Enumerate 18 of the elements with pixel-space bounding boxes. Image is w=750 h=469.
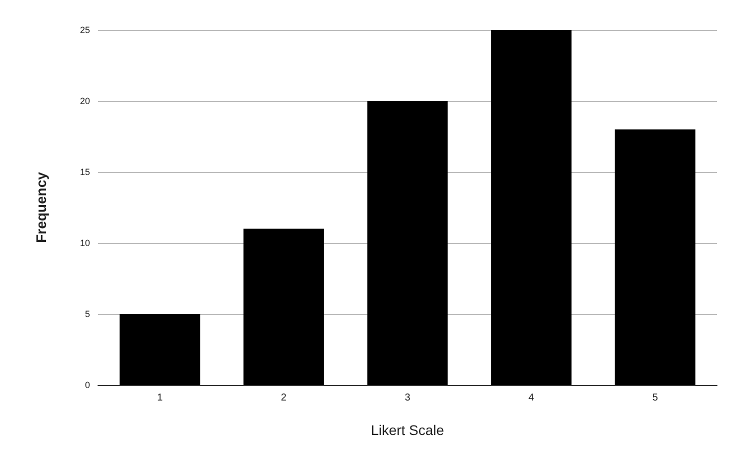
x-tick-label: 3 [404, 392, 411, 404]
y-tick-label: 15 [80, 167, 90, 177]
y-tick-label: 10 [80, 238, 90, 248]
x-tick-label: 4 [528, 392, 535, 404]
y-tick-label: 5 [84, 309, 90, 319]
bar [243, 228, 324, 385]
x-tick-label: 5 [652, 392, 658, 404]
bar [491, 30, 572, 385]
y-tick-label: 25 [80, 25, 90, 35]
x-tick-label: 1 [157, 392, 164, 404]
y-tick-label: 0 [84, 380, 90, 390]
x-axis-title: Likert Scale [370, 422, 444, 438]
bar [614, 129, 696, 385]
x-tick-label: 2 [280, 392, 287, 404]
y-tick-label: 20 [80, 96, 90, 106]
bar [367, 101, 448, 385]
bar [120, 314, 200, 385]
y-axis-title: Frequency [33, 172, 49, 243]
